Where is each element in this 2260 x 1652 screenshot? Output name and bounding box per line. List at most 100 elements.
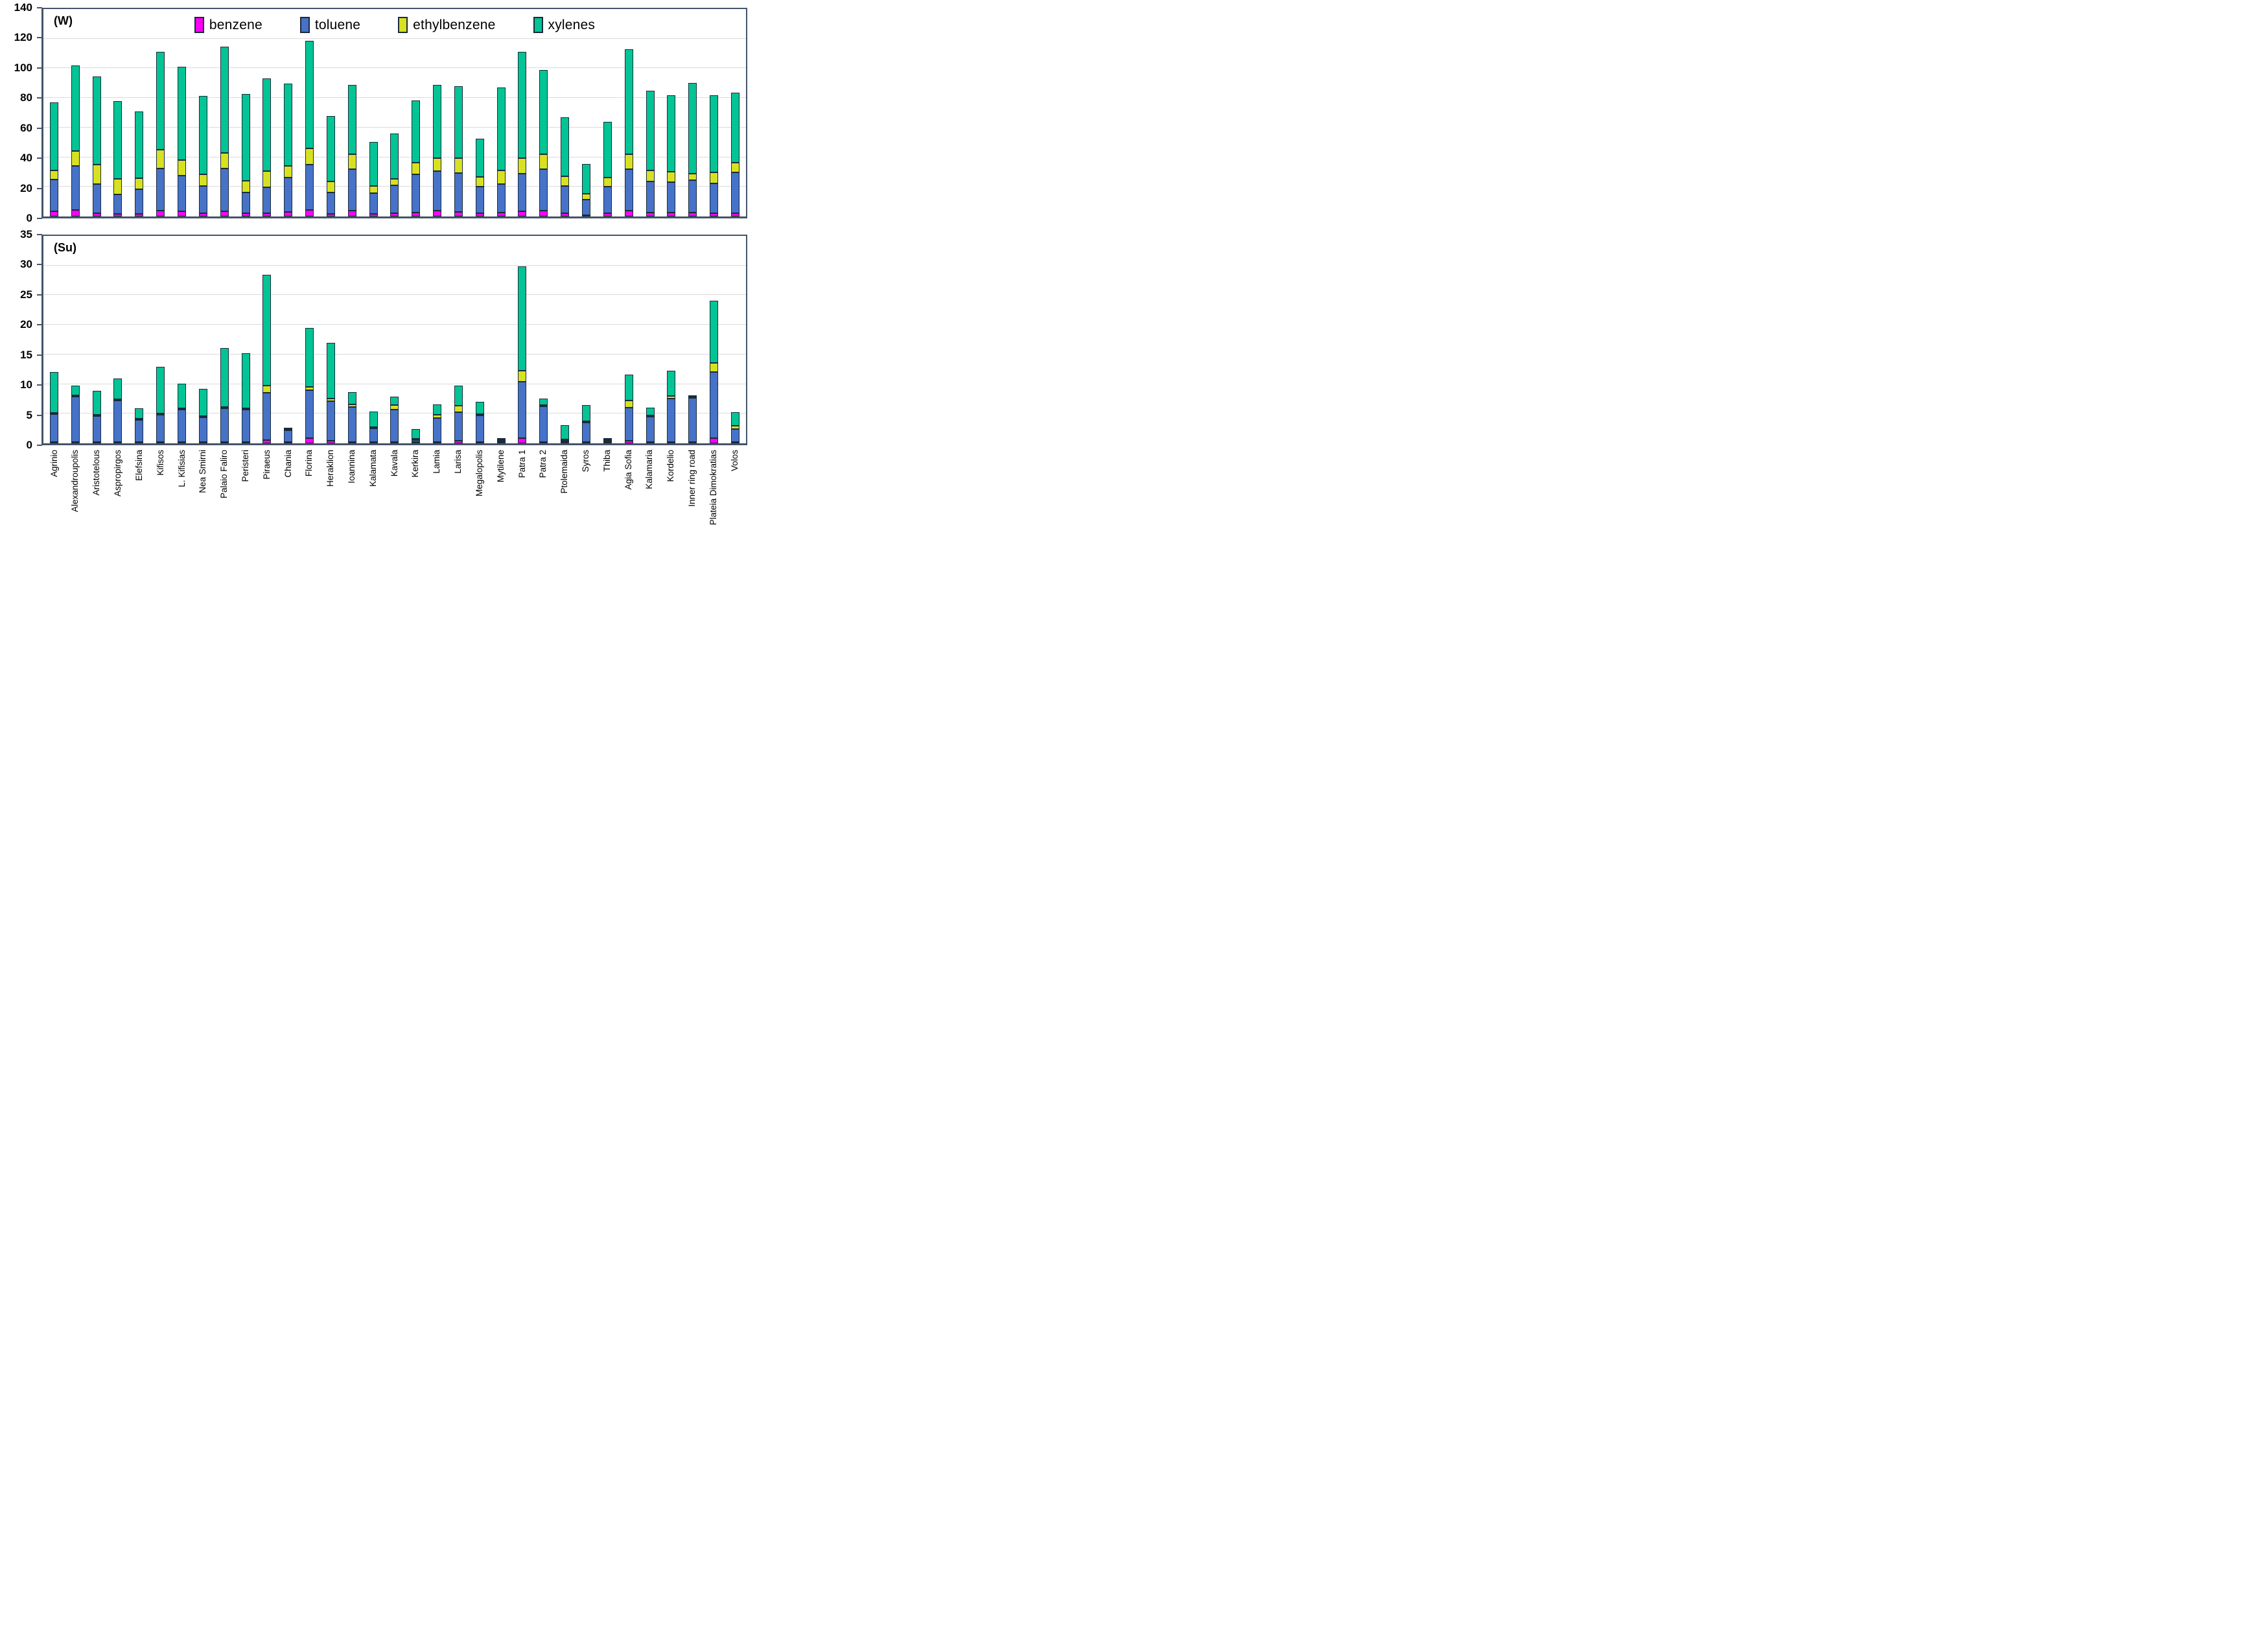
bar-slot (43, 236, 65, 443)
bar-segment-toluene (475, 415, 484, 442)
legend-item-benzene: benzene (194, 17, 262, 33)
bar-segment-toluene (92, 415, 101, 442)
bar-segment-toluene (156, 415, 165, 442)
bar-slot (554, 9, 576, 216)
bar-segment-toluene (92, 183, 101, 213)
bar-segment-ethylbenzene (539, 154, 548, 169)
y-tick-mark (37, 127, 42, 129)
y-tick-mark (37, 445, 42, 446)
bar-slot (235, 9, 257, 216)
bar-segment-toluene (688, 397, 697, 442)
x-label-slot: Kordelio (660, 450, 682, 547)
bar-slot (65, 236, 86, 443)
bar-segment-toluene (582, 200, 591, 215)
x-label-slot: Mytilene (490, 450, 511, 547)
bar-segment-benzene (433, 211, 442, 216)
legend: benzene toluene ethylbenzene xylenes (43, 17, 746, 33)
stacked-bar-ptolemaida (561, 236, 570, 443)
bar-segment-benzene (390, 442, 399, 443)
x-label-slot: Larisa (447, 450, 469, 547)
y-tick-label: 140 (14, 1, 32, 14)
x-category-label: Nea Smirni (198, 450, 208, 493)
bar-segment-toluene (624, 408, 633, 441)
x-label-slot: Ioannina (341, 450, 362, 547)
legend-label: xylenes (548, 17, 596, 32)
bar-segment-ethylbenzene (646, 415, 655, 417)
y-tick-label: 15 (20, 348, 32, 361)
x-category-label: Larisa (453, 450, 463, 474)
bar-slot (150, 9, 171, 216)
stacked-bar-patra-1 (518, 9, 527, 216)
stacked-bar-l-kifisias (177, 9, 186, 216)
bar-slot (491, 9, 512, 216)
bar-segment-benzene (603, 213, 612, 216)
gridline (43, 353, 746, 355)
stacked-bar-patra-2 (539, 9, 548, 216)
bar-segment-toluene (412, 440, 421, 442)
x-category-label: Aspropirgos (113, 450, 123, 497)
legend-item-xylenes: xylenes (533, 17, 596, 33)
bar-segment-ethylbenzene (156, 150, 165, 169)
bar-segment-xylenes (92, 76, 101, 165)
bar-segment-benzene (730, 213, 740, 216)
stacked-bar-volos (730, 9, 740, 216)
bar-slot (299, 9, 320, 216)
bar-slot (128, 9, 150, 216)
bar-segment-ethylbenzene (518, 157, 527, 174)
bar-segment-ethylbenzene (241, 408, 250, 410)
bar-segment-benzene (326, 213, 335, 216)
bar-segment-ethylbenzene (582, 421, 591, 423)
x-category-label: Piraeus (261, 450, 272, 480)
winter-panel-label: (W) (54, 14, 73, 27)
legend-item-toluene: toluene (299, 17, 360, 33)
stacked-bar-kalamaria (646, 9, 655, 216)
bar-segment-ethylbenzene (730, 425, 740, 430)
stacked-bar-thiba (603, 236, 612, 443)
bar-segment-benzene (113, 442, 122, 443)
bar-segment-ethylbenzene (284, 166, 293, 178)
bar-segment-toluene (730, 429, 740, 442)
bar-segment-ethylbenzene (667, 395, 676, 399)
bar-segment-xylenes (220, 47, 229, 153)
x-label-slot: Palaio Faliro (214, 450, 235, 547)
bar-segment-toluene (454, 412, 463, 441)
bar-segment-benzene (730, 442, 740, 443)
bar-segment-toluene (177, 410, 186, 442)
bar-segment-xylenes (433, 84, 442, 159)
bar-slot (108, 9, 129, 216)
bar-slot (448, 236, 469, 443)
bar-segment-xylenes (710, 300, 719, 363)
stacked-bar-agrinio (49, 9, 58, 216)
bar-segment-ethylbenzene (412, 163, 421, 175)
bar-slot (682, 9, 703, 216)
bar-segment-xylenes (198, 95, 207, 174)
bar-slot (660, 236, 682, 443)
bar-segment-benzene (156, 442, 165, 443)
bar-segment-ethylbenzene (667, 171, 676, 183)
bar-segment-benzene (475, 213, 484, 216)
x-category-label: Chania (283, 450, 293, 478)
bar-slot (214, 9, 235, 216)
bar-segment-xylenes (135, 408, 144, 419)
bar-slot (533, 236, 554, 443)
x-label-slot: L. Kifisias (171, 450, 192, 547)
bar-segment-ethylbenzene (561, 176, 570, 186)
bar-segment-xylenes (71, 386, 80, 395)
bar-segment-toluene (326, 401, 335, 441)
stacked-bar-kavala (390, 236, 399, 443)
bar-segment-benzene (241, 213, 250, 216)
y-tick-mark (37, 218, 42, 219)
bar-segment-toluene (347, 169, 356, 211)
bar-segment-toluene (305, 164, 314, 210)
stacked-bar-plateia-dimokratias (710, 236, 719, 443)
bar-segment-ethylbenzene (241, 181, 250, 193)
bar-segment-xylenes (113, 100, 122, 179)
bar-segment-xylenes (241, 353, 250, 408)
x-category-label: Thiba (601, 450, 612, 472)
bar-slot (618, 9, 640, 216)
y-tick-mark (37, 97, 42, 99)
bar-segment-benzene (518, 437, 527, 443)
stacked-bar-megalopolis (475, 236, 484, 443)
x-category-label: Kifisos (155, 450, 165, 476)
y-tick-mark (37, 187, 42, 189)
